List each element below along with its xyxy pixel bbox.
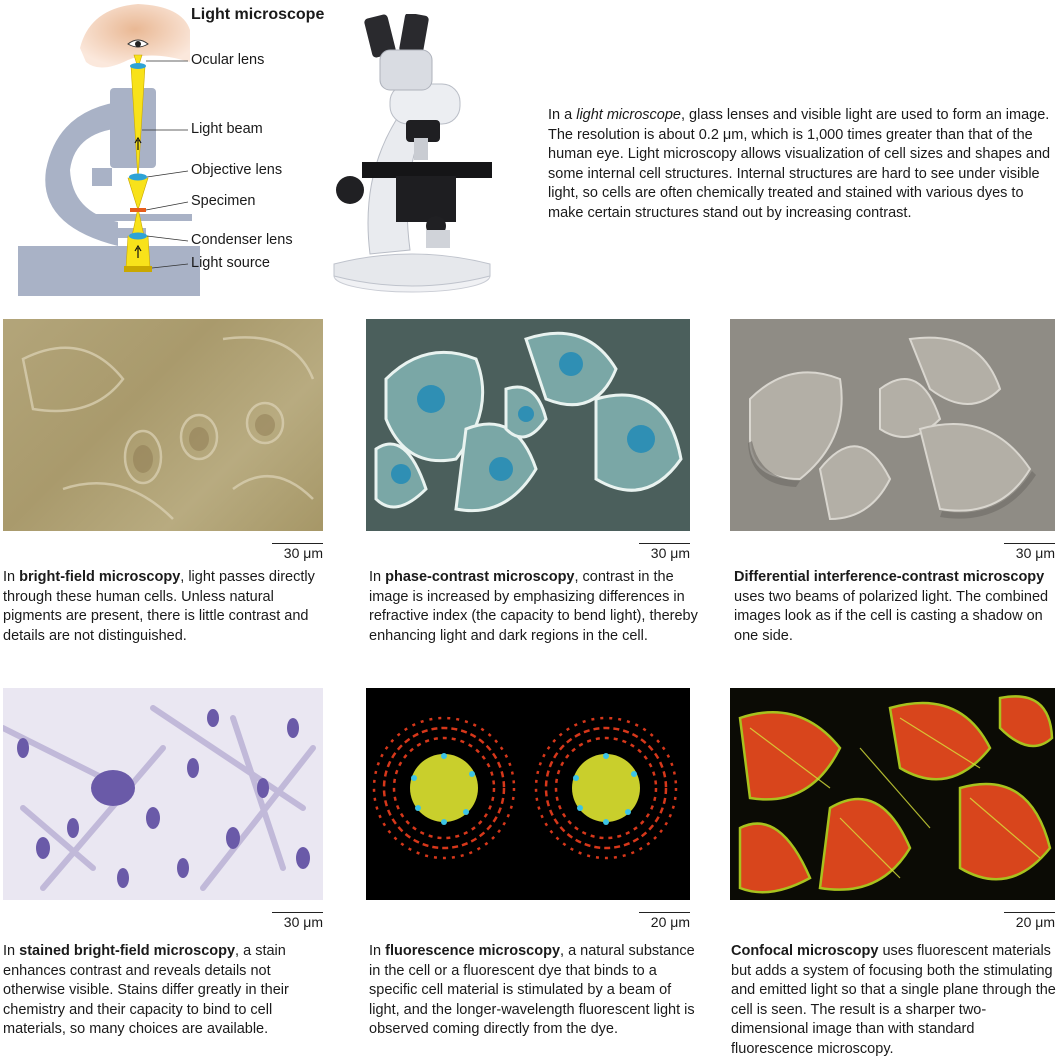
scale-bar: 30 μm	[1004, 543, 1055, 561]
eye-illustration	[80, 4, 190, 68]
scale-bar: 20 μm	[639, 912, 690, 930]
caption-dic: Differential interference-contrast micro…	[734, 569, 1049, 644]
confocal-image	[730, 688, 1055, 900]
caption-brightfield: In bright-field microscopy, light passes…	[3, 569, 315, 644]
term: Confocal microscopy	[731, 943, 879, 959]
fluorescence-image	[366, 688, 690, 900]
ocular-lens	[130, 63, 146, 69]
scale-bar: 30 μm	[272, 912, 323, 930]
label-light-beam: Light beam	[191, 121, 263, 137]
objective-lens	[129, 173, 147, 181]
term: stained bright-field microscopy	[19, 943, 236, 959]
caption-phase-contrast: In phase-contrast microscopy, contrast i…	[369, 569, 698, 644]
scale-label: 20 μm	[650, 914, 690, 930]
label-light-source: Light source	[191, 255, 270, 271]
scale-label: 20 μm	[1015, 914, 1055, 930]
scale-label: 30 μm	[283, 914, 323, 930]
brightfield-image	[3, 319, 323, 531]
microscope-silhouette	[18, 88, 200, 296]
intro-paragraph: In a light microscope, glass lenses and …	[548, 106, 1053, 223]
scale-label: 30 μm	[650, 545, 690, 561]
specimen	[130, 208, 146, 212]
label-ocular-lens: Ocular lens	[191, 52, 265, 68]
caption-stained-brightfield: In stained bright-field microscopy, a st…	[3, 943, 289, 1037]
phase-contrast-image	[366, 319, 690, 531]
up-arrow-icon	[134, 136, 142, 150]
caption-fluorescence: In fluorescence microscopy, a natural su…	[369, 943, 695, 1037]
label-condenser-lens: Condenser lens	[191, 232, 293, 248]
scale-label: 30 μm	[1015, 545, 1055, 561]
stained-brightfield-image	[3, 688, 323, 900]
scale-label: 30 μm	[283, 545, 323, 561]
light-microscope-diagram	[18, 4, 200, 296]
diagram-title: Light microscope	[191, 6, 325, 23]
light-source	[124, 266, 152, 272]
intro-post: , glass lenses and visible light are use…	[548, 107, 1051, 221]
scale-bar: 20 μm	[1004, 912, 1055, 930]
scale-bar: 30 μm	[272, 543, 323, 561]
condenser-lens	[129, 232, 147, 240]
term: fluorescence microscopy	[385, 943, 561, 959]
term: phase-contrast microscopy	[385, 569, 575, 585]
label-objective-lens: Objective lens	[191, 162, 283, 178]
caption-confocal: Confocal microscopy uses fluorescent mat…	[731, 943, 1056, 1057]
up-arrow-icon	[134, 244, 142, 258]
dic-image	[730, 319, 1055, 531]
term: bright-field microscopy	[19, 569, 181, 585]
microscope-photo	[333, 14, 492, 293]
intro-term: light microscope	[576, 107, 681, 123]
intro-pre: In a	[548, 107, 577, 123]
term: Differential interference-contrast micro…	[734, 569, 1045, 585]
label-specimen: Specimen	[191, 193, 256, 209]
scale-bar: 30 μm	[639, 543, 690, 561]
